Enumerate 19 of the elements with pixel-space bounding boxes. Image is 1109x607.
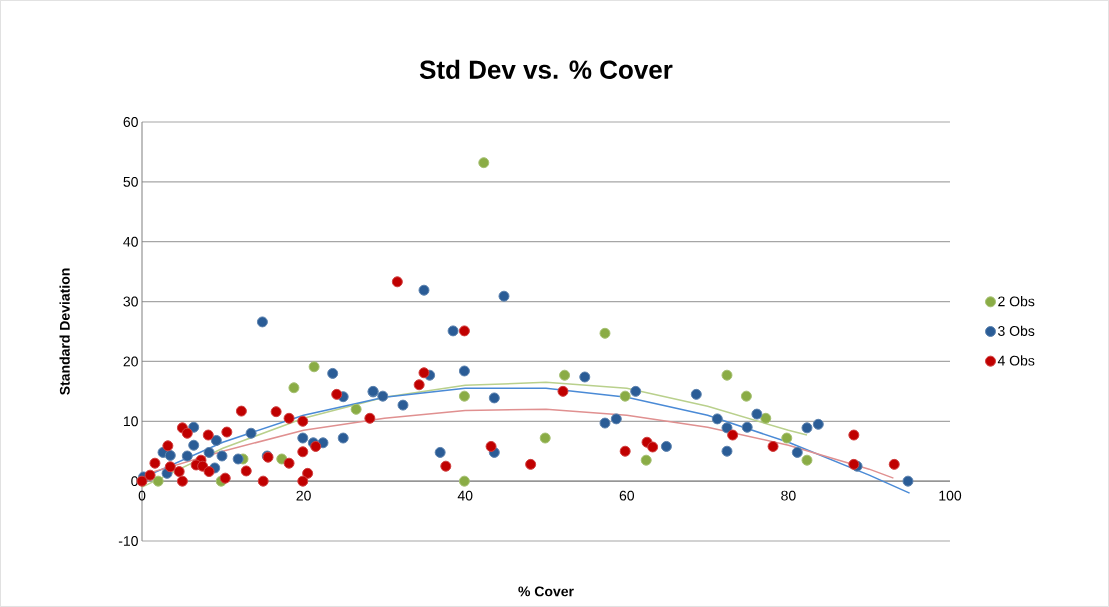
y-axis-title: Standard Deviation [59, 268, 70, 395]
y-tick-label: 30 [123, 296, 138, 307]
x-tick-label: 20 [296, 490, 311, 501]
legend-label: 3 Obs [998, 325, 1035, 336]
y-tick-label: 50 [123, 176, 138, 187]
legend-label: 2 Obs [998, 296, 1035, 307]
legend-label: 4 Obs [997, 355, 1035, 366]
y-tick-label: -10 [118, 536, 138, 546]
x-tick-label: 80 [781, 490, 796, 501]
y-tick-label: 60 [123, 117, 138, 127]
x-tick-label: 0 [138, 490, 146, 501]
y-tick-label: 10 [123, 416, 138, 427]
y-tick-label: 40 [123, 236, 138, 247]
x-axis-title: % Cover [518, 586, 574, 597]
y-tick-label: 20 [123, 356, 138, 367]
x-tick-label: 40 [457, 490, 473, 501]
chart-title: Std Dev vs. % Cover [419, 59, 673, 79]
x-tick-label: 100 [939, 490, 962, 501]
x-tick-label: 60 [619, 490, 635, 501]
